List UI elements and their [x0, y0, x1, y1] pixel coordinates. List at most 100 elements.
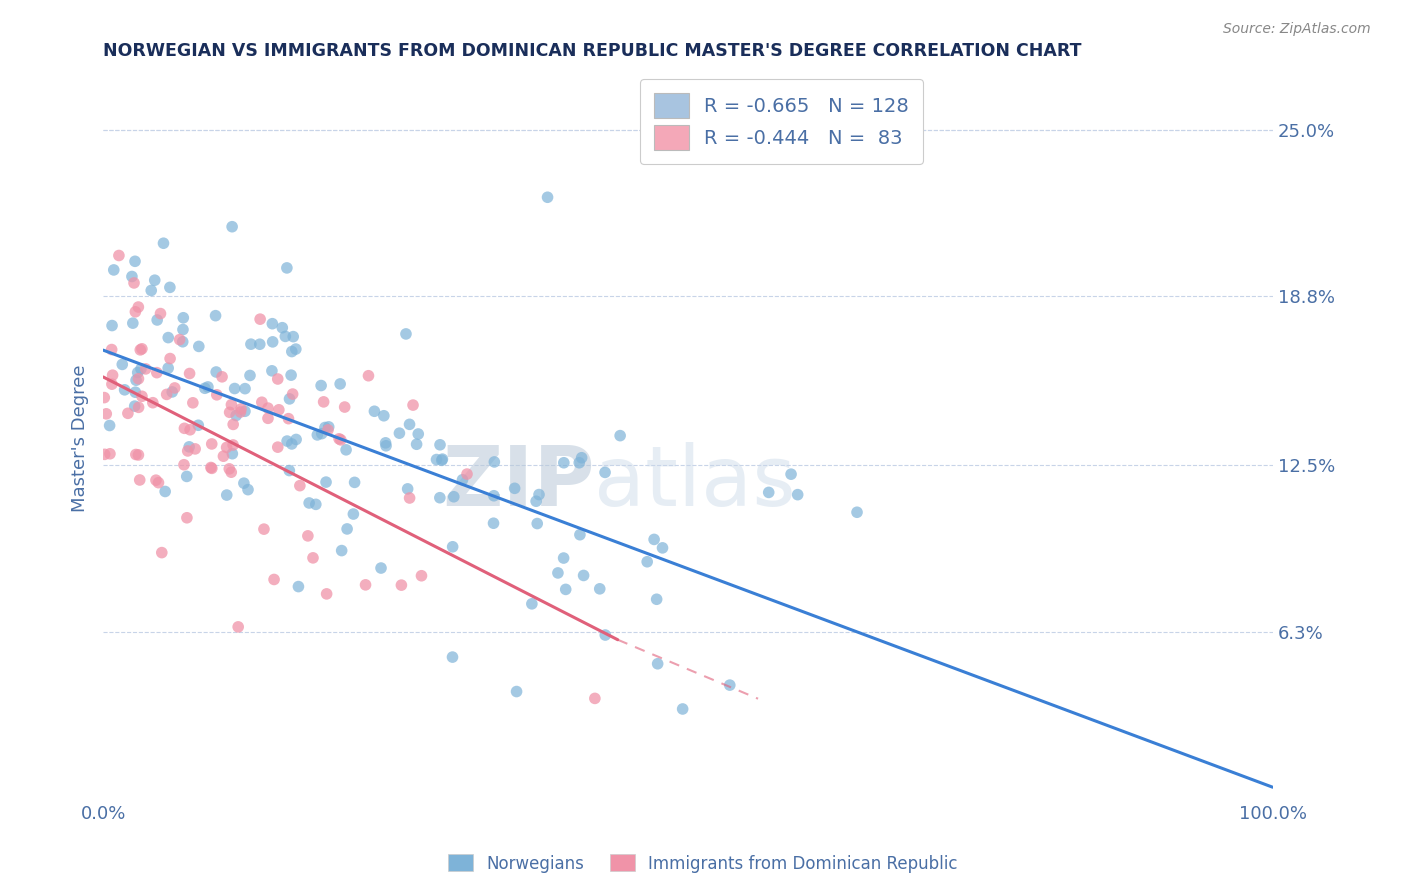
Point — [141, 284, 163, 298]
Point — [233, 382, 256, 396]
Point — [342, 507, 364, 521]
Point — [157, 361, 180, 376]
Point — [309, 378, 332, 392]
Point — [173, 458, 195, 472]
Legend: R = -0.665   N = 128, R = -0.444   N =  83: R = -0.665 N = 128, R = -0.444 N = 83 — [640, 79, 922, 164]
Point — [204, 309, 226, 323]
Point — [221, 219, 243, 234]
Point — [343, 475, 366, 490]
Point — [388, 426, 411, 441]
Point — [205, 388, 228, 402]
Point — [329, 376, 352, 391]
Point — [482, 516, 505, 531]
Point — [179, 440, 201, 454]
Point — [647, 657, 669, 671]
Point — [281, 437, 304, 451]
Point — [302, 550, 325, 565]
Point — [131, 389, 153, 403]
Point — [572, 568, 595, 582]
Point — [135, 362, 157, 376]
Point — [375, 439, 398, 453]
Point — [276, 260, 298, 275]
Point — [257, 411, 280, 425]
Point — [374, 435, 396, 450]
Point — [249, 312, 271, 326]
Point — [285, 433, 308, 447]
Point — [229, 405, 252, 419]
Point — [312, 395, 335, 409]
Point — [274, 329, 297, 343]
Point — [451, 473, 474, 487]
Point — [527, 487, 550, 501]
Point — [441, 540, 464, 554]
Point — [150, 546, 173, 560]
Point — [411, 568, 433, 582]
Point — [218, 405, 240, 419]
Point — [160, 384, 183, 399]
Point — [398, 491, 420, 505]
Text: NORWEGIAN VS IMMIGRANTS FROM DOMINICAN REPUBLIC MASTER'S DEGREE CORRELATION CHAR: NORWEGIAN VS IMMIGRANTS FROM DOMINICAN R… — [103, 42, 1081, 60]
Point — [267, 372, 290, 386]
Point — [284, 342, 307, 356]
Point — [124, 399, 146, 413]
Point — [363, 404, 385, 418]
Point — [179, 423, 201, 437]
Point — [211, 369, 233, 384]
Point — [239, 337, 262, 351]
Point — [524, 494, 547, 508]
Point — [98, 447, 121, 461]
Point — [758, 485, 780, 500]
Point — [127, 366, 149, 380]
Point — [398, 417, 420, 432]
Point — [215, 441, 238, 455]
Point — [159, 351, 181, 366]
Point — [127, 300, 149, 314]
Point — [173, 421, 195, 435]
Point — [357, 368, 380, 383]
Point — [333, 400, 356, 414]
Point — [316, 423, 339, 437]
Point — [233, 404, 256, 418]
Point — [395, 326, 418, 341]
Point — [373, 409, 395, 423]
Point — [226, 620, 249, 634]
Point — [224, 382, 246, 396]
Point — [484, 455, 506, 469]
Point — [176, 510, 198, 524]
Point — [593, 628, 616, 642]
Point — [335, 442, 357, 457]
Point — [718, 678, 741, 692]
Point — [276, 434, 298, 448]
Point — [121, 316, 143, 330]
Point — [505, 684, 527, 698]
Point — [215, 488, 238, 502]
Point — [288, 478, 311, 492]
Point — [125, 373, 148, 387]
Point — [287, 580, 309, 594]
Point — [218, 462, 240, 476]
Point — [456, 467, 478, 481]
Point — [645, 592, 668, 607]
Point — [583, 691, 606, 706]
Point — [129, 343, 152, 357]
Point — [96, 407, 118, 421]
Point — [267, 440, 290, 454]
Point — [278, 464, 301, 478]
Point — [307, 428, 329, 442]
Point — [568, 456, 591, 470]
Point — [314, 420, 336, 434]
Point — [425, 452, 447, 467]
Point — [197, 380, 219, 394]
Point — [149, 307, 172, 321]
Point — [389, 578, 412, 592]
Point — [179, 367, 201, 381]
Point — [127, 372, 149, 386]
Point — [429, 491, 451, 505]
Point — [281, 344, 304, 359]
Point — [152, 236, 174, 251]
Point — [329, 433, 352, 447]
Point — [257, 401, 280, 416]
Point — [122, 276, 145, 290]
Point — [100, 343, 122, 357]
Point — [262, 317, 284, 331]
